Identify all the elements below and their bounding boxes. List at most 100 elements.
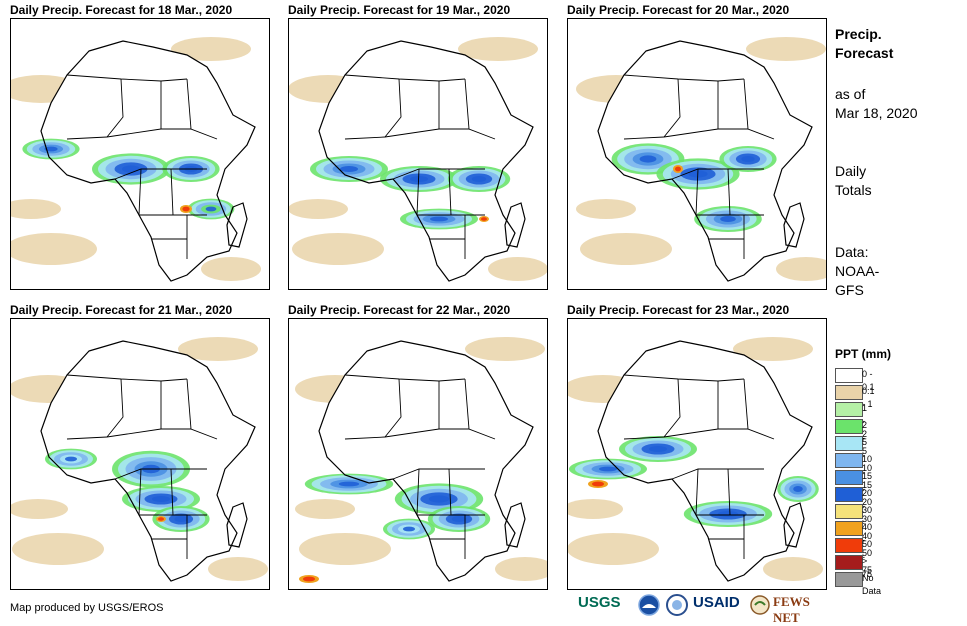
legend-swatch [835,368,863,383]
legend-label: 10 - 15 [862,454,873,490]
panel-title: Daily Precip. Forecast for 18 Mar., 2020 [10,3,233,17]
legend-label: 20 - 30 [862,488,873,524]
sidebar-title: Precip. Forecast [835,25,893,63]
light-precip-area [292,233,384,265]
country-border [114,468,207,480]
country-border [448,168,452,216]
light-precip-area [12,533,104,565]
light-precip-area [299,533,391,565]
as-of-value: Mar 18, 2020 [835,105,918,121]
heavy-precip-area [481,217,487,221]
heavy-precip-area [592,481,604,487]
legend-swatch [835,436,863,451]
sidebar-title-line1: Precip. [835,26,882,42]
country-border [106,128,191,138]
precip-area [65,456,77,462]
precip-area [717,511,739,517]
precip-area [428,495,450,503]
light-precip-area [495,557,547,581]
forecast-panel-5: Daily Precip. Forecast for 22 Mar., 2020 [288,303,548,590]
light-precip-area [295,499,355,519]
country-border [106,78,124,138]
coastline [597,340,813,582]
light-precip-area [776,257,826,281]
light-precip-area [178,337,258,361]
panel-title: Daily Precip. Forecast for 20 Mar., 2020 [567,3,790,17]
precip-area [174,516,188,522]
panel-title: Daily Precip. Forecast for 22 Mar., 2020 [288,303,511,317]
legend-label: 2 - 5 [862,420,868,456]
legend-swatch [835,555,863,570]
data-line1: Data: [835,244,869,260]
legend-label: > 75 [862,556,873,579]
light-precip-area [733,337,813,361]
light-precip-area [11,499,68,519]
totals-line2: Totals [835,182,872,198]
noaa-logo [638,594,660,616]
as-of-date: as of Mar 18, 2020 [835,85,918,123]
coastline [40,40,256,282]
precip-area [471,176,487,182]
country-border [392,468,485,480]
forecast-panel-1: Daily Precip. Forecast for 18 Mar., 2020 [10,3,270,290]
legend-label: 1 - 2 [862,403,868,439]
legend-label: 40 - 50 [862,522,873,558]
legend-swatch [835,572,863,587]
legend-label: 0 - 0.1 [862,369,875,392]
legend-label: 5 - 10 [862,437,873,473]
country-border [384,128,469,138]
light-precip-area [568,533,659,565]
legend-swatch [835,487,863,502]
country-border [623,136,665,140]
africa-map [11,37,261,282]
country-border [138,168,142,216]
country-border [384,428,469,438]
legend-swatch [835,385,863,400]
country-border [384,78,402,138]
precip-area [720,216,736,222]
africa-map [11,337,268,582]
data-source: Data: NOAA- GFS [835,243,879,300]
country-border [170,168,174,216]
country-border [66,436,108,440]
country-border [344,436,386,440]
country-border [66,74,188,82]
madagascar-outline [226,202,248,248]
legend-title: PPT (mm) [835,347,892,361]
precip-map [567,18,827,290]
precip-area [340,166,358,172]
light-precip-area [171,37,251,61]
forecast-panel-3: Daily Precip. Forecast for 20 Mar., 2020 [567,3,827,290]
country-border [138,468,142,516]
heavy-precip-area [303,576,315,582]
legend-swatch [835,453,863,468]
country-border [66,136,108,140]
light-precip-area [580,233,672,265]
precip-area [741,156,755,162]
light-precip-area [11,199,61,219]
country-border [663,78,681,138]
light-precip-area [576,199,636,219]
panel-title: Daily Precip. Forecast for 19 Mar., 2020 [288,3,511,17]
light-precip-area [11,233,97,265]
precip-area [44,146,58,152]
usaid-logo: USAID [693,594,740,611]
precip-area [338,481,360,487]
madagascar-outline [783,502,805,548]
coastline [40,340,256,582]
country-border [106,378,124,438]
precip-area [205,206,217,212]
panel-title: Daily Precip. Forecast for 21 Mar., 2020 [10,303,233,317]
light-precip-area [746,37,826,61]
country-border [344,136,386,140]
precip-area [599,466,617,472]
country-border [727,468,731,516]
coastline [597,40,813,282]
precip-map [10,18,270,290]
country-border [344,374,466,382]
country-border [416,468,420,516]
precip-area [403,526,415,532]
legend-swatch [835,402,863,417]
light-precip-area [458,37,538,61]
legend-label: No Data [862,573,882,596]
